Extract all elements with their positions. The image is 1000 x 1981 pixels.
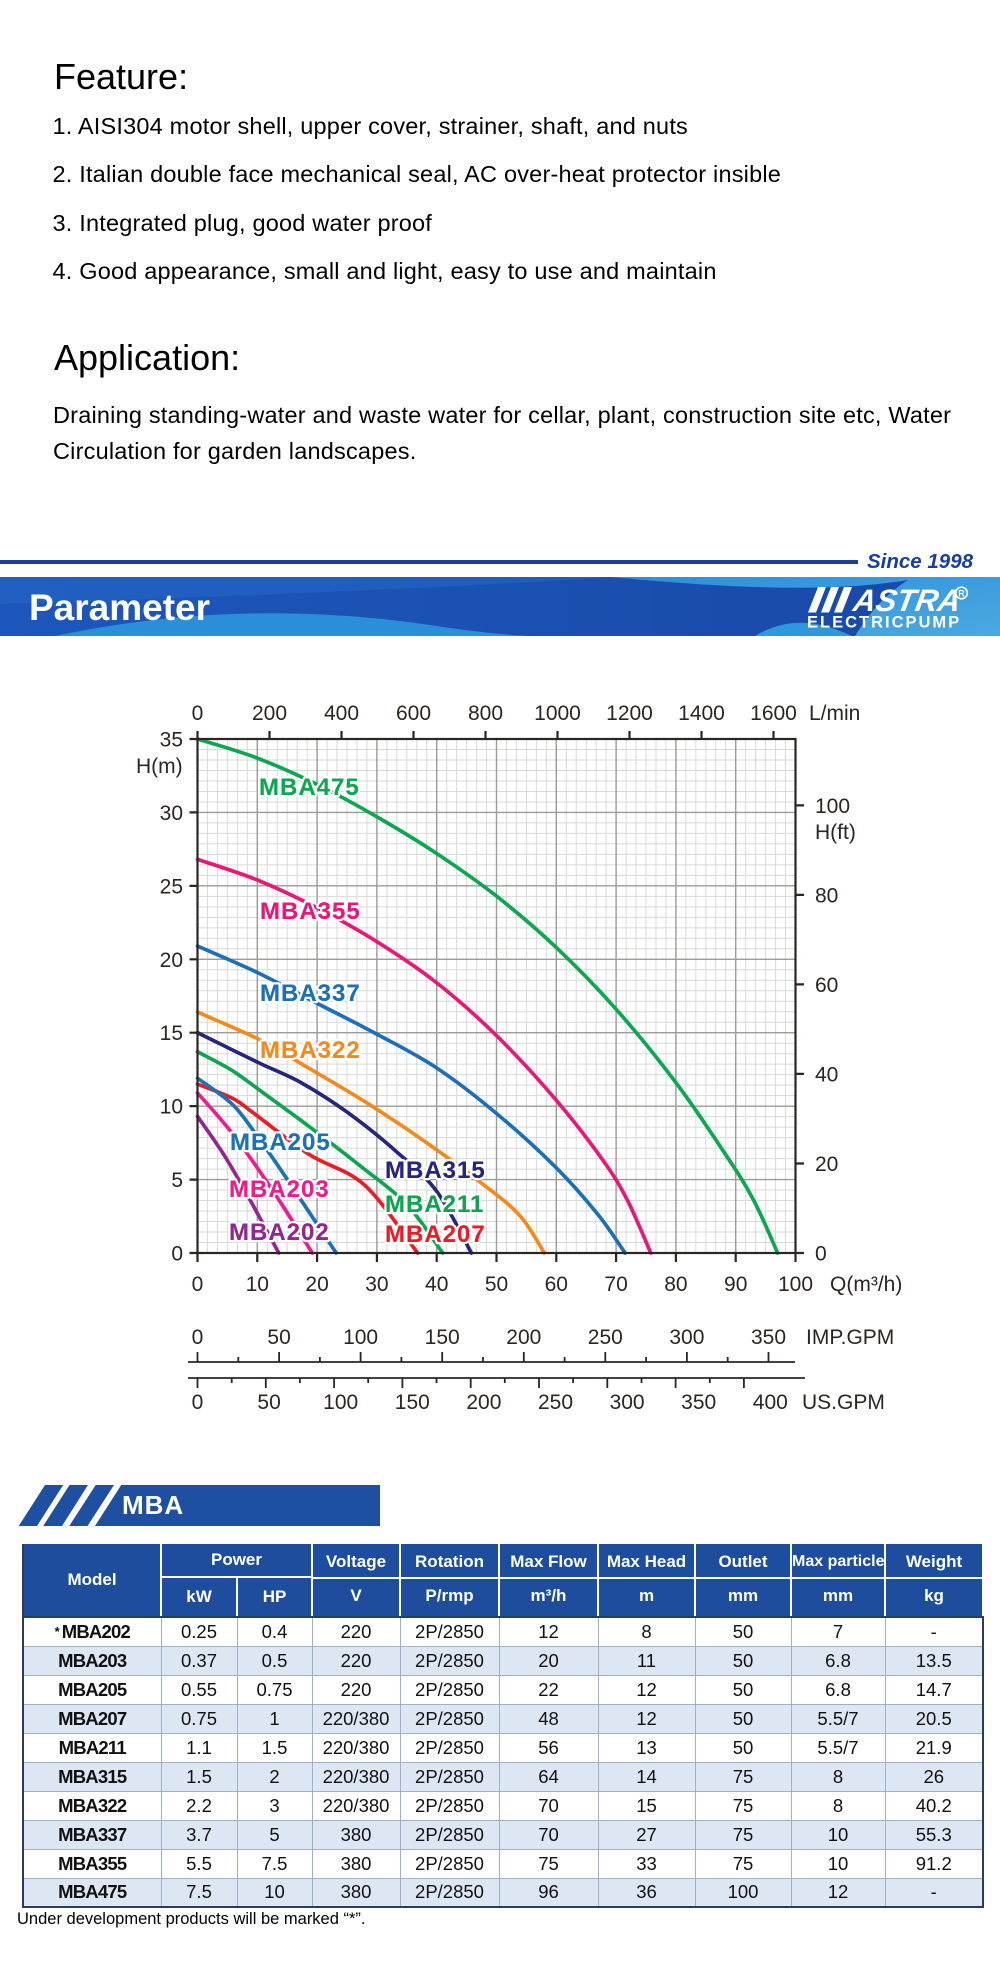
svg-text:1000: 1000 <box>534 702 581 725</box>
svg-text:300: 300 <box>610 1391 645 1414</box>
svg-text:5: 5 <box>171 1169 183 1192</box>
svg-text:MBA202: MBA202 <box>229 1219 330 1246</box>
svg-text:IMP.GPM: IMP.GPM <box>806 1326 894 1349</box>
svg-text:60: 60 <box>545 1273 568 1296</box>
svg-text:0: 0 <box>815 1243 827 1266</box>
svg-text:400: 400 <box>753 1391 788 1414</box>
svg-text:MBA202: MBA202 <box>229 1219 330 1246</box>
svg-text:US.GPM: US.GPM <box>802 1391 885 1414</box>
svg-text:MBA211: MBA211 <box>385 1191 484 1218</box>
svg-text:100: 100 <box>323 1391 358 1414</box>
svg-text:150: 150 <box>395 1391 430 1414</box>
svg-text:10: 10 <box>246 1273 269 1296</box>
svg-text:MBA315: MBA315 <box>385 1157 486 1184</box>
svg-text:100: 100 <box>343 1326 378 1349</box>
svg-text:0: 0 <box>171 1243 183 1266</box>
svg-text:0: 0 <box>192 1273 204 1296</box>
svg-text:100: 100 <box>778 1273 813 1296</box>
svg-text:40: 40 <box>425 1273 448 1296</box>
svg-text:150: 150 <box>425 1326 460 1349</box>
svg-text:70: 70 <box>604 1273 627 1296</box>
svg-text:25: 25 <box>160 875 183 898</box>
svg-text:MBA205: MBA205 <box>230 1129 331 1156</box>
svg-text:30: 30 <box>365 1273 388 1296</box>
svg-text:30: 30 <box>160 802 183 825</box>
svg-text:MBA322: MBA322 <box>260 1037 361 1064</box>
svg-text:0: 0 <box>192 702 204 725</box>
svg-text:400: 400 <box>324 702 359 725</box>
svg-text:MBA355: MBA355 <box>260 898 361 925</box>
svg-text:50: 50 <box>257 1391 280 1414</box>
svg-text:1600: 1600 <box>750 702 797 725</box>
svg-text:200: 200 <box>252 702 287 725</box>
svg-text:MBA475: MBA475 <box>259 774 360 801</box>
svg-text:20: 20 <box>160 949 183 972</box>
svg-text:L/min: L/min <box>809 702 860 725</box>
svg-text:MBA203: MBA203 <box>229 1176 330 1203</box>
svg-text:MBA207: MBA207 <box>385 1221 486 1248</box>
svg-text:MBA207: MBA207 <box>385 1221 486 1248</box>
svg-text:20: 20 <box>815 1153 838 1176</box>
svg-text:MBA337: MBA337 <box>260 980 361 1007</box>
svg-text:50: 50 <box>267 1326 290 1349</box>
svg-text:H(ft): H(ft) <box>815 821 856 844</box>
svg-text:600: 600 <box>396 702 431 725</box>
svg-text:R: R <box>958 589 965 599</box>
svg-text:MBA315: MBA315 <box>385 1157 486 1184</box>
svg-text:MBA211: MBA211 <box>385 1191 484 1218</box>
svg-text:350: 350 <box>751 1326 786 1349</box>
svg-text:0: 0 <box>192 1326 204 1349</box>
svg-text:MBA205: MBA205 <box>230 1129 331 1156</box>
svg-text:1400: 1400 <box>678 702 725 725</box>
svg-text:15: 15 <box>160 1022 183 1045</box>
svg-text:20: 20 <box>305 1273 328 1296</box>
svg-text:300: 300 <box>669 1326 704 1349</box>
svg-text:80: 80 <box>664 1273 687 1296</box>
svg-text:60: 60 <box>815 974 838 997</box>
svg-text:ELECTRICPUMP: ELECTRICPUMP <box>807 614 961 632</box>
svg-text:80: 80 <box>815 884 838 907</box>
svg-text:MBA475: MBA475 <box>259 774 360 801</box>
svg-text:MBA: MBA <box>122 1490 184 1520</box>
svg-text:35: 35 <box>160 729 183 752</box>
svg-text:90: 90 <box>724 1273 747 1296</box>
svg-text:H(m): H(m) <box>136 755 183 778</box>
svg-text:MBA355: MBA355 <box>260 898 361 925</box>
svg-text:350: 350 <box>681 1391 716 1414</box>
svg-text:MBA203: MBA203 <box>229 1176 330 1203</box>
svg-text:200: 200 <box>466 1391 501 1414</box>
svg-text:50: 50 <box>485 1273 508 1296</box>
svg-text:800: 800 <box>468 702 503 725</box>
svg-text:1200: 1200 <box>606 702 653 725</box>
svg-text:MBA322: MBA322 <box>260 1037 361 1064</box>
svg-text:ASTRA: ASTRA <box>850 583 964 618</box>
svg-text:250: 250 <box>538 1391 573 1414</box>
svg-text:MBA337: MBA337 <box>260 980 361 1007</box>
svg-text:Q(m³/h): Q(m³/h) <box>830 1273 902 1296</box>
svg-text:40: 40 <box>815 1063 838 1086</box>
svg-text:100: 100 <box>815 795 850 818</box>
svg-text:10: 10 <box>160 1096 183 1119</box>
svg-text:250: 250 <box>588 1326 623 1349</box>
svg-text:0: 0 <box>192 1391 204 1414</box>
svg-text:200: 200 <box>506 1326 541 1349</box>
